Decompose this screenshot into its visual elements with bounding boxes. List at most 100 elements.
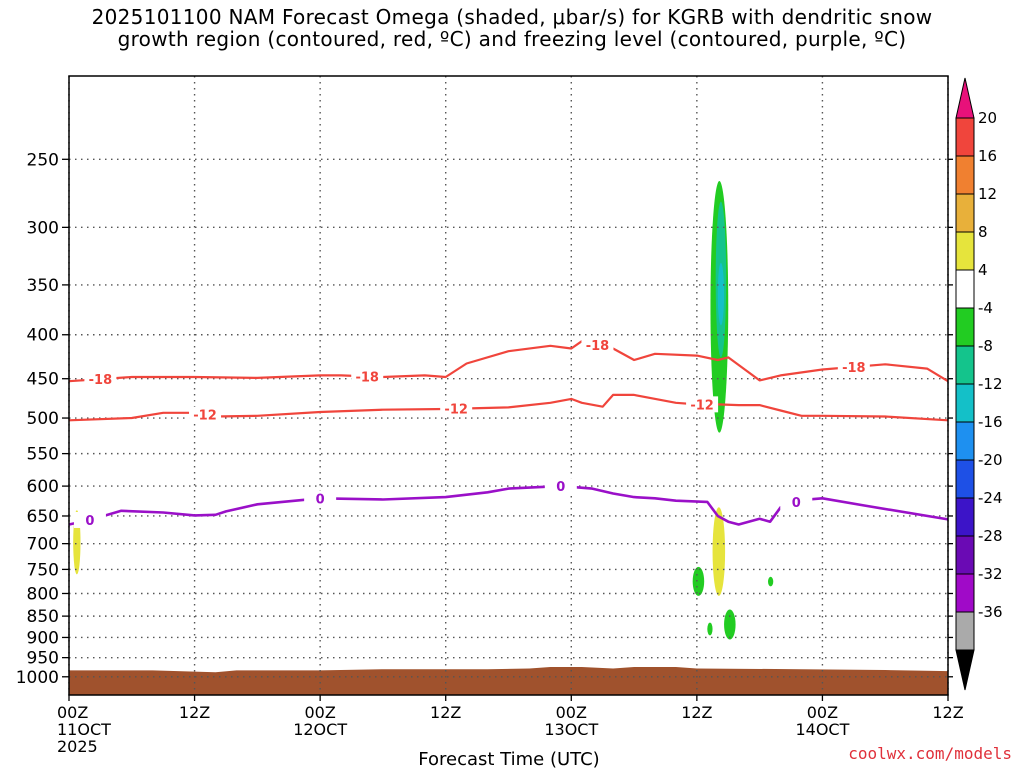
contour-label-bg xyxy=(84,371,117,388)
y-tick-label: 350 xyxy=(27,276,59,296)
x-tick-label: 13OCT xyxy=(544,720,598,739)
contour-label-bg xyxy=(544,478,577,495)
contour-line-0 xyxy=(68,340,949,383)
omega-shade-2 xyxy=(717,262,725,326)
x-tick-label: 12Z xyxy=(932,703,963,722)
grid-lines xyxy=(68,76,949,695)
contour-label-bg xyxy=(780,493,813,510)
y-tick-label: 400 xyxy=(27,326,59,346)
terrain-fill xyxy=(69,667,948,695)
colorbar-label: 16 xyxy=(978,147,997,165)
axes: 250 300 350 400 450 500 550 600 650 700 750 800 850 9… xyxy=(16,75,964,756)
plot-frame xyxy=(68,75,949,696)
colorbar-label: -36 xyxy=(978,603,1003,621)
colorbar-label: -4 xyxy=(978,299,993,317)
colorbar-box-3 xyxy=(955,231,975,271)
contour-label: -18 xyxy=(586,339,610,354)
colorbar-label: -32 xyxy=(978,565,1003,583)
colorbar-top-arrow xyxy=(955,77,975,119)
colorbar-box-11 xyxy=(955,535,975,575)
y-tick-label: 300 xyxy=(27,218,59,238)
contour-line-1 xyxy=(68,393,949,422)
y-tick-label: 850 xyxy=(27,607,59,627)
contour-label: -18 xyxy=(842,361,866,376)
contour-label: -18 xyxy=(355,370,379,385)
colorbar-label: 12 xyxy=(978,185,997,203)
x-tick-label: 00Z xyxy=(807,703,838,722)
contour-label-bg xyxy=(189,406,222,423)
colorbar-box-1 xyxy=(955,155,975,195)
x-tick-label: 11OCT xyxy=(57,720,111,739)
x-tick-label: 2025 xyxy=(57,737,98,756)
x-tick-label: 12Z xyxy=(179,703,210,722)
contour-label-bg xyxy=(351,368,384,385)
y-tick-label: 700 xyxy=(27,535,59,555)
colorbar-box-12 xyxy=(955,573,975,613)
x-tick-label: 12Z xyxy=(681,703,712,722)
chart-title-line-2: growth region (contoured, red, ºC) and f… xyxy=(117,27,907,51)
contour-label-bg xyxy=(837,358,870,375)
omega-shade-3 xyxy=(712,507,726,596)
y-tick-label: 750 xyxy=(27,560,59,580)
omega-shade-5 xyxy=(692,566,705,596)
contour-label: 0 xyxy=(792,496,801,511)
contour-label: -12 xyxy=(444,403,468,418)
colorbar-box-9 xyxy=(955,459,975,499)
contour-label: 0 xyxy=(556,480,565,495)
colorbar-label: -24 xyxy=(978,489,1003,507)
contour-label-bg xyxy=(73,511,106,528)
x-tick-label: 00Z xyxy=(57,703,88,722)
contour-line-2 xyxy=(68,484,949,526)
contour-label-bg xyxy=(686,396,719,413)
colorbar-box-10 xyxy=(955,497,975,537)
chart-title: 2025101100 NAM Forecast Omega (shaded, μ… xyxy=(0,6,1024,50)
contour-label: 0 xyxy=(316,492,325,507)
x-tick-label: 00Z xyxy=(304,703,335,722)
x-tick-label: 14OCT xyxy=(795,720,849,739)
credit-link[interactable]: coolwx.com/models xyxy=(848,744,1012,763)
colorbar-box-2 xyxy=(955,193,975,233)
colorbar-box-13 xyxy=(955,611,975,651)
omega-shade-8 xyxy=(768,576,774,587)
colorbar-box-8 xyxy=(955,421,975,461)
colorbar-box-5 xyxy=(955,307,975,347)
colorbar-label: 8 xyxy=(978,223,988,241)
y-tick-label: 950 xyxy=(27,649,59,669)
colorbar-label: 4 xyxy=(978,261,988,279)
omega-shading xyxy=(73,181,774,640)
chart-title-line-1: 2025101100 NAM Forecast Omega (shaded, μ… xyxy=(91,5,933,29)
contour-label-bg xyxy=(581,336,614,353)
colorbar: 20 16 12 8 4 -4 -8 -12 -16 -20 -24 -28 -32 -36 xyxy=(955,77,1003,691)
x-tick-label: 12OCT xyxy=(293,720,347,739)
y-tick-label: 650 xyxy=(27,507,59,527)
colorbar-box-6 xyxy=(955,345,975,385)
contour-label: -12 xyxy=(193,409,217,424)
colorbar-bottom-arrow xyxy=(955,649,975,691)
y-tick-label: 450 xyxy=(27,370,59,390)
colorbar-label: -12 xyxy=(978,375,1003,393)
omega-shade-6 xyxy=(724,609,736,640)
terrain-area xyxy=(69,667,948,695)
colorbar-box-0 xyxy=(955,117,975,157)
colorbar-box-7 xyxy=(955,383,975,423)
contour-label-bg xyxy=(304,490,337,507)
y-tick-label: 500 xyxy=(27,409,59,429)
colorbar-label: 20 xyxy=(978,109,997,127)
colorbar-label: -16 xyxy=(978,413,1003,431)
contours: -18 -18 -18 -18 -12 -12 -12 0 0 0 0 xyxy=(68,336,949,529)
x-axis-label: Forecast Time (UTC) xyxy=(418,749,599,768)
colorbar-label: -8 xyxy=(978,337,993,355)
contour-label-bg xyxy=(440,400,473,417)
y-tick-label: 1000 xyxy=(16,668,59,688)
colorbar-label: -28 xyxy=(978,527,1003,545)
colorbar-box-4 xyxy=(955,269,975,309)
y-tick-label: 250 xyxy=(27,150,59,170)
y-tick-label: 600 xyxy=(27,477,59,497)
x-tick-label: 00Z xyxy=(556,703,587,722)
omega-shade-7 xyxy=(707,622,713,636)
contour-label: -12 xyxy=(690,398,714,413)
y-tick-label: 550 xyxy=(27,445,59,465)
y-tick-label: 800 xyxy=(27,584,59,604)
contour-label: -18 xyxy=(89,373,113,388)
